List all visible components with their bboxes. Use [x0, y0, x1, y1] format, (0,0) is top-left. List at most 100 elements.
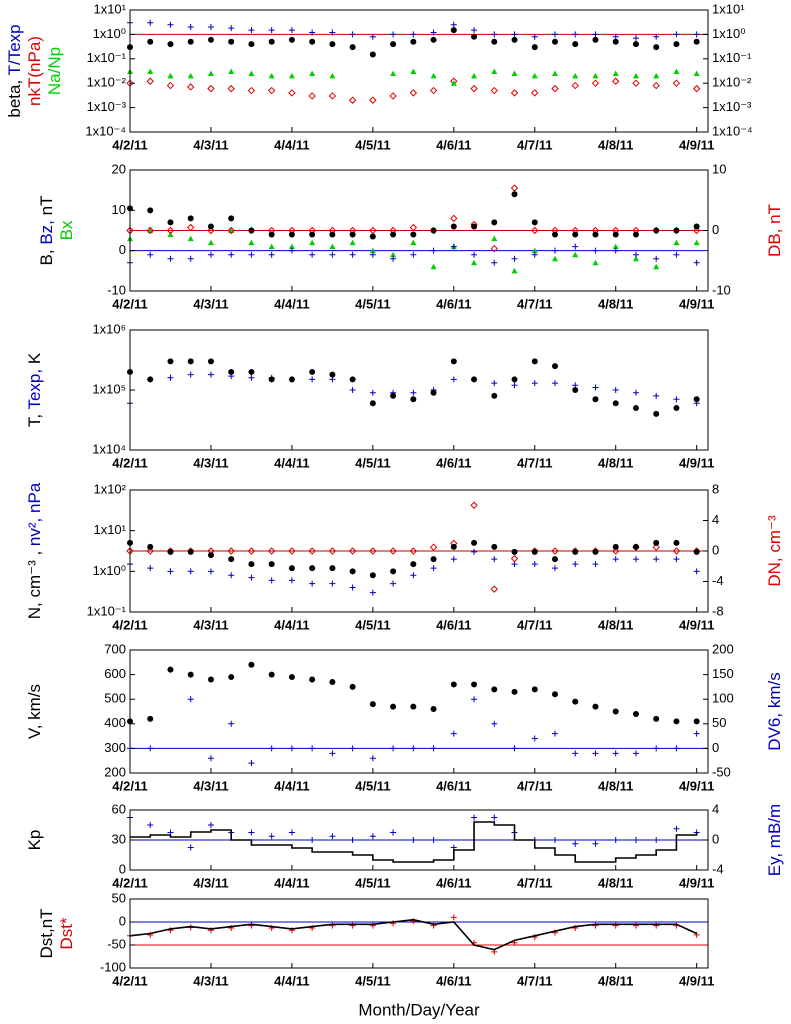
point: [531, 219, 538, 226]
y-tick-label: -4: [712, 861, 724, 876]
x-tick-label: 4/4/11: [274, 296, 309, 311]
panel: 4/2/11 4/3/11 4/4/11 4/5/11 4/6/11 4/7/11 4/8/…: [37, 161, 784, 311]
point: [572, 31, 579, 38]
y-tick-label: 1x10²: [93, 481, 126, 496]
point: [552, 255, 558, 262]
series-line: [130, 821, 698, 863]
point: [692, 84, 701, 93]
point: [389, 547, 397, 555]
axis-label: Na/Np: [45, 47, 64, 95]
point: [531, 561, 538, 568]
point: [187, 235, 194, 242]
y-tick-label: 0: [712, 740, 719, 755]
y-tick-label: 700: [104, 641, 126, 656]
axis-label: B, Bz, nT: [37, 196, 56, 266]
point: [672, 79, 681, 87]
point: [673, 405, 680, 412]
x-tick-label: 4/7/11: [517, 455, 552, 470]
point: [612, 243, 619, 250]
point: [308, 547, 316, 555]
point: [409, 547, 418, 555]
point: [511, 191, 518, 198]
point: [450, 543, 457, 550]
point: [349, 44, 356, 51]
y-tick-label: 0: [712, 542, 719, 557]
point: [632, 710, 639, 717]
point: [187, 72, 194, 79]
x-tick-label: 4/7/11: [517, 296, 552, 311]
point: [471, 251, 478, 258]
point: [693, 31, 700, 38]
plot-frame: [129, 9, 709, 133]
y-tick-label: 1x10⁻¹: [87, 603, 127, 618]
point: [531, 548, 538, 555]
point: [430, 389, 437, 396]
point: [329, 580, 336, 587]
y-tick-label: -50: [712, 764, 731, 779]
point: [207, 70, 214, 76]
point: [653, 263, 660, 270]
point: [612, 77, 620, 85]
point: [632, 389, 639, 396]
point: [329, 231, 336, 238]
point: [510, 554, 519, 563]
x-tick-label: 4/6/11: [436, 137, 471, 152]
point: [390, 231, 397, 238]
point: [228, 25, 235, 32]
point: [429, 543, 438, 551]
panel: 4/2/11 4/3/11 4/4/11 4/5/11 4/6/11 4/7/11 4/8/…: [25, 481, 784, 632]
y-tick-label: 200: [712, 641, 734, 656]
point: [267, 86, 276, 95]
y-tick-label: 0: [712, 831, 719, 846]
point: [390, 568, 397, 575]
point: [572, 387, 579, 393]
point: [167, 72, 174, 79]
y-tick-label: -4: [712, 573, 724, 588]
point: [167, 41, 174, 48]
point: [612, 387, 619, 393]
point: [612, 837, 619, 843]
point: [369, 400, 376, 407]
y-tick-label: 1x10⁻³: [712, 99, 752, 114]
point: [147, 68, 154, 75]
point: [450, 214, 458, 223]
point: [248, 27, 255, 34]
x-tick-label: 4/5/11: [355, 973, 390, 988]
point: [531, 735, 538, 742]
point: [248, 829, 255, 836]
x-tick-label: 4/7/11: [517, 617, 552, 632]
point: [228, 68, 235, 75]
point: [288, 89, 296, 97]
axis-label: Bx: [57, 220, 76, 240]
point: [511, 31, 518, 38]
point: [430, 706, 437, 713]
point: [491, 380, 498, 387]
point: [268, 27, 275, 34]
point: [410, 837, 417, 843]
point: [187, 371, 194, 378]
point: [248, 368, 255, 375]
point: [207, 226, 215, 235]
point: [572, 698, 579, 705]
point: [430, 227, 437, 234]
point: [369, 701, 376, 708]
point: [349, 584, 356, 591]
x-tick-label: 4/2/11: [112, 455, 147, 470]
x-tick-label: 4/8/11: [598, 137, 633, 152]
axis-label-part: Bz,: [37, 215, 56, 244]
axis-label: Dst,nT: [37, 908, 56, 958]
y-tick-label: 1x10⁻¹: [712, 50, 752, 65]
point: [207, 84, 215, 93]
point: [430, 565, 437, 572]
point: [349, 745, 356, 752]
point: [552, 565, 558, 572]
y-tick-label: 500: [104, 691, 126, 706]
y-tick-label: 1x10⁰: [93, 26, 126, 41]
point: [592, 548, 599, 555]
point: [369, 589, 376, 596]
point: [410, 31, 417, 38]
point: [187, 24, 194, 31]
point: [430, 247, 437, 254]
axis-label-part: Na/Np: [45, 47, 64, 95]
axis-label: Ey, mB/m: [765, 804, 784, 876]
